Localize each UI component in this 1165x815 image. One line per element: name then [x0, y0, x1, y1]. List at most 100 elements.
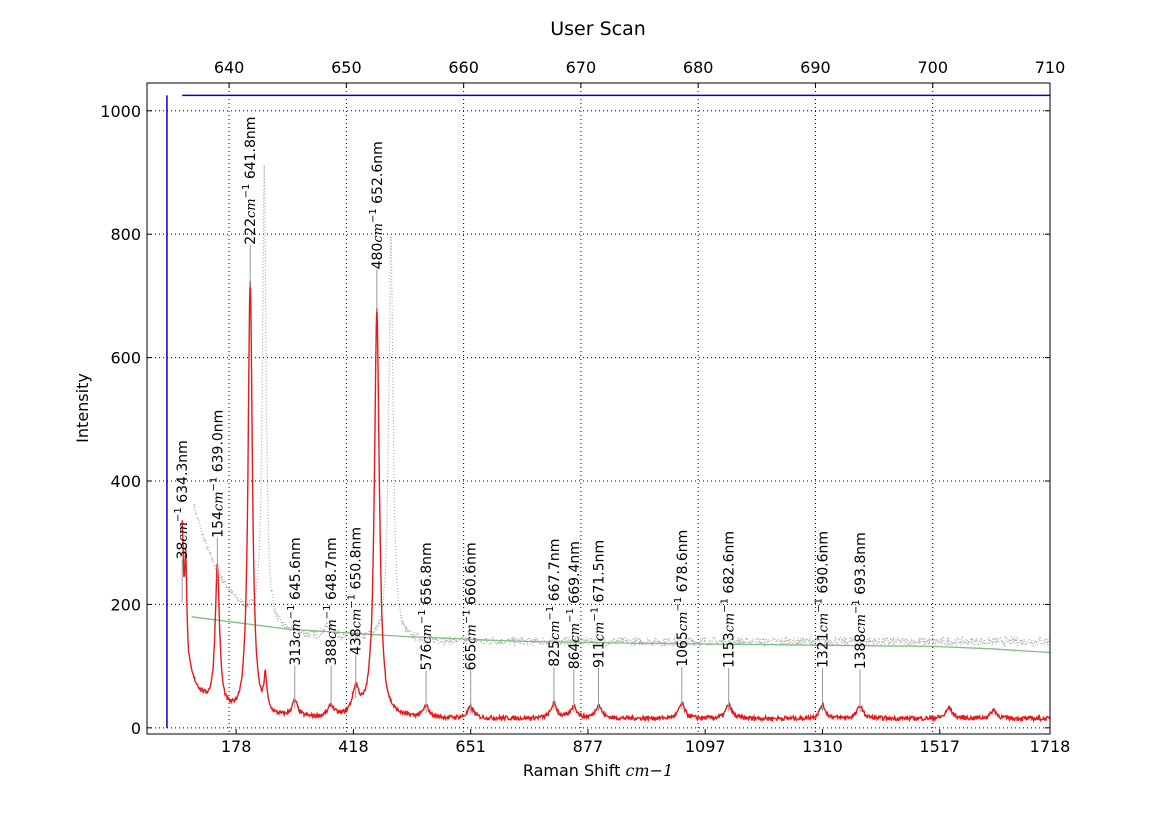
- peak-label: 388cm−1 648.7nm: [322, 537, 340, 665]
- x-axis-label-main: Raman Shift: [523, 761, 626, 780]
- top-tick-label: 660: [448, 58, 479, 77]
- peak-label: 665cm−1 660.6nm: [462, 542, 480, 670]
- peak-label: 1321cm−1 690.6nm: [813, 531, 831, 668]
- bottom-tick-label: 1718: [1030, 737, 1071, 756]
- peak-label-wavelength: 690.6nm: [815, 531, 831, 598]
- y-tick-label: 0: [131, 719, 141, 738]
- peak-label: 154cm−1 639.0nm: [208, 410, 226, 538]
- peak-label-exp: −1: [590, 607, 601, 622]
- peak-label-unit: cm: [568, 623, 583, 643]
- y-tick-label: 1000: [100, 102, 141, 121]
- peak-label-shift: 1388: [853, 634, 869, 670]
- y-tick-label: 200: [110, 595, 141, 614]
- peak-label-exp: −1: [286, 604, 297, 619]
- peak-label: 911cm−1 671.5nm: [590, 540, 608, 668]
- chart-title: User Scan: [550, 18, 646, 40]
- peak-label-exp: −1: [417, 609, 428, 624]
- peak-label-wavelength: 656.8nm: [419, 542, 435, 609]
- peak-label-exp: −1: [545, 606, 556, 621]
- peak-label-wavelength: 682.6nm: [722, 531, 738, 598]
- peak-label-exp: −1: [565, 608, 576, 623]
- peak-label-shift: 313: [288, 639, 304, 666]
- peak-label-unit: cm: [420, 624, 435, 644]
- peak-label-unit: cm: [325, 619, 340, 639]
- peak-label: 222cm−1 641.8nm: [241, 117, 259, 245]
- peak-label-exp: −1: [851, 599, 862, 614]
- peak-label-unit: cm: [211, 491, 226, 511]
- peak-label-unit: cm: [548, 620, 563, 640]
- peak-label-wavelength: 693.8nm: [853, 532, 869, 599]
- peak-label-unit: cm: [244, 198, 259, 218]
- peak-label-unit: cm: [350, 609, 365, 629]
- peak-label: 1065cm−1 678.6nm: [673, 530, 691, 667]
- peak-label-unit: cm: [371, 223, 386, 243]
- y-tick-label: 400: [110, 472, 141, 491]
- peak-label-shift: 1065: [675, 631, 691, 667]
- x-axis-label: Raman Shift cm−1: [523, 761, 673, 780]
- baseline-fit-line: [191, 616, 1051, 654]
- peak-label-unit: cm: [465, 624, 480, 644]
- peak-label-wavelength: 648.7nm: [324, 537, 340, 604]
- peak-label-shift: 576: [419, 644, 435, 671]
- peak-label-shift: 38: [175, 542, 191, 560]
- peak-label-exp: −1: [208, 477, 219, 492]
- y-axis-label: Intensity: [73, 373, 92, 443]
- peak-label-unit: cm: [816, 613, 831, 633]
- peak-label-unit: cm: [676, 612, 691, 632]
- peak-label-exp: −1: [322, 604, 333, 619]
- bottom-tick-label: 877: [573, 737, 604, 756]
- peak-label-wavelength: 678.6nm: [675, 530, 691, 597]
- peak-label: 576cm−1 656.8nm: [417, 542, 435, 670]
- peak-label-shift: 825: [547, 640, 563, 667]
- peak-label-shift: 154: [210, 511, 226, 538]
- peak-label-exp: −1: [173, 507, 184, 522]
- peak-label-wavelength: 669.4nm: [567, 541, 583, 608]
- peak-label-unit: cm: [723, 613, 738, 633]
- peak-label-exp: −1: [720, 598, 731, 613]
- peak-label-wavelength: 639.0nm: [210, 410, 226, 477]
- peak-label-exp: −1: [368, 208, 379, 223]
- measured-spectrum-line: [181, 280, 1051, 724]
- peak-label: 38cm−1 634.3nm: [173, 440, 191, 559]
- y-tick-label: 800: [110, 225, 141, 244]
- peak-label-unit: cm: [854, 614, 869, 634]
- reference-spectrum-line: [193, 164, 1051, 648]
- peak-label: 313cm−1 645.6nm: [286, 537, 304, 665]
- peak-label-shift: 1153: [722, 632, 738, 668]
- peak-label-exp: −1: [462, 609, 473, 624]
- bottom-tick-label: 1517: [919, 737, 960, 756]
- bottom-tick-label: 1310: [802, 737, 843, 756]
- peak-label: 1153cm−1 682.6nm: [720, 531, 738, 668]
- bottom-tick-label: 1097: [685, 737, 726, 756]
- peak-label-wavelength: 650.8nm: [349, 527, 365, 594]
- peak-label-unit: cm: [593, 622, 608, 642]
- peak-label-shift: 1321: [815, 632, 831, 668]
- peak-label-wavelength: 652.6nm: [370, 141, 386, 208]
- peak-label-exp: −1: [347, 594, 358, 609]
- y-tick-label: 600: [110, 349, 141, 368]
- bottom-tick-label: 178: [221, 737, 252, 756]
- peak-label: 825cm−1 667.7nm: [545, 539, 563, 667]
- top-tick-label: 710: [1035, 58, 1066, 77]
- top-tick-label: 640: [214, 58, 245, 77]
- top-tick-label: 650: [331, 58, 362, 77]
- peak-label: 480cm−1 652.6nm: [368, 141, 386, 269]
- peak-label-exp: −1: [241, 184, 252, 199]
- peak-label-shift: 665: [464, 644, 480, 671]
- top-tick-label: 670: [566, 58, 597, 77]
- x-axis-label-unit: cm−1: [625, 761, 673, 780]
- peak-label-wavelength: 634.3nm: [175, 440, 191, 507]
- peak-label: 864cm−1 669.4nm: [565, 541, 583, 669]
- bottom-tick-label: 418: [338, 737, 369, 756]
- peak-label-wavelength: 667.7nm: [547, 539, 563, 606]
- peak-label-wavelength: 641.8nm: [243, 117, 259, 184]
- bottom-tick-label: 651: [455, 737, 486, 756]
- series-layer: [166, 94, 1051, 728]
- peak-label-unit: cm: [176, 522, 191, 542]
- peak-label-shift: 438: [349, 628, 365, 655]
- peak-label-wavelength: 671.5nm: [592, 540, 608, 607]
- peak-label-shift: 480: [370, 243, 386, 270]
- axis-ticks: 0 200 400 600 800 1000 640 650 660 670 680 690 700 71…: [100, 58, 1070, 756]
- top-tick-label: 690: [800, 58, 831, 77]
